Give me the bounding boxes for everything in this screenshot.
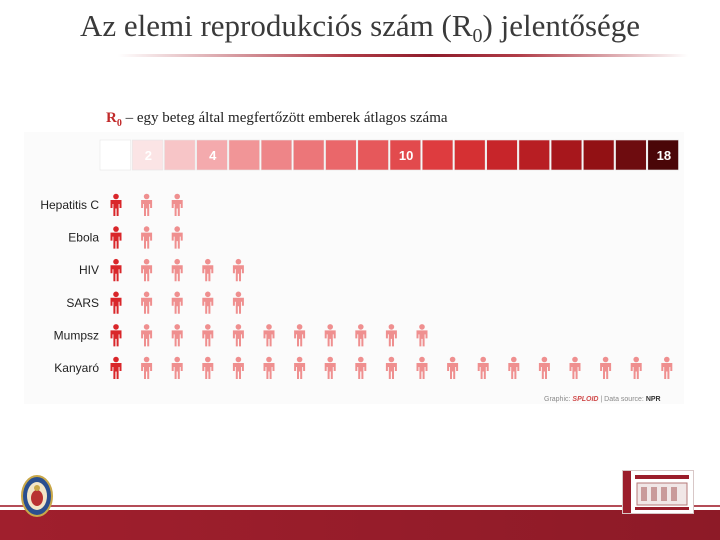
- patient-icon: [110, 226, 122, 249]
- scale-cell-13: [486, 139, 518, 171]
- scale-cell-1: [99, 139, 132, 171]
- infected-person-icon: [355, 356, 367, 379]
- title-divider: [118, 54, 688, 57]
- infected-person-icon: [202, 324, 214, 347]
- infected-person-icon: [232, 324, 244, 347]
- scale-cell-14: [518, 139, 550, 171]
- infected-person-icon: [263, 324, 275, 347]
- infected-person-icon: [385, 324, 397, 347]
- infected-person-icon: [202, 291, 214, 314]
- scale-cell-10: [389, 139, 422, 171]
- infected-person-icon: [232, 356, 244, 379]
- scale-cell-12: [454, 139, 486, 171]
- infected-person-icon: [600, 356, 612, 379]
- scale-cell-7: [293, 139, 325, 171]
- infected-person-icon: [324, 356, 336, 379]
- infected-person-icon: [141, 226, 153, 249]
- patient-icon: [110, 258, 122, 282]
- patient-icon: [110, 291, 122, 314]
- infected-person-icon: [232, 291, 244, 314]
- infected-person-icon: [508, 356, 520, 379]
- university-logo-icon: [622, 470, 694, 514]
- scale-tick-label: 2: [145, 148, 152, 163]
- chart-subtitle: R0 – egy beteg által megfertőzött embere…: [106, 110, 448, 129]
- patient-icon: [110, 324, 122, 347]
- chart-row: Ebola: [68, 226, 183, 249]
- footer-bar: [0, 510, 720, 540]
- infected-person-icon: [171, 324, 183, 347]
- chart-row: Hepatitis C: [40, 193, 183, 216]
- infected-person-icon: [202, 356, 214, 379]
- infected-person-icon: [202, 258, 214, 282]
- scale-cell-15: [550, 139, 583, 171]
- category-label: Hepatitis C: [40, 198, 99, 212]
- infected-person-icon: [538, 356, 550, 379]
- chart-row: SARS: [66, 291, 244, 314]
- infected-person-icon: [569, 356, 581, 379]
- infected-person-icon: [477, 356, 489, 379]
- infected-person-icon: [416, 356, 428, 379]
- chart-panel: [24, 132, 684, 404]
- infected-person-icon: [294, 356, 306, 379]
- category-label: HIV: [79, 263, 99, 277]
- scale-cell-8: [325, 139, 357, 171]
- scale-cell-17: [615, 139, 647, 171]
- infected-person-icon: [416, 324, 428, 347]
- chart-row: HIV: [79, 258, 244, 282]
- infected-person-icon: [630, 356, 642, 379]
- infected-person-icon: [171, 291, 183, 314]
- r0-scale-bar: 2 4 10 18: [99, 139, 679, 171]
- infected-person-icon: [385, 356, 397, 379]
- infected-person-icon: [324, 324, 336, 347]
- infected-person-icon: [171, 226, 183, 249]
- scale-cell-9: [357, 139, 389, 171]
- infected-person-icon: [263, 356, 275, 379]
- infected-person-icon: [141, 193, 153, 216]
- university-seal-icon: [21, 475, 53, 517]
- chart-credit: Graphic: SPLOID | Data source: NPR: [544, 396, 661, 403]
- infected-person-icon: [171, 258, 183, 282]
- category-label: Kanyaró: [54, 361, 99, 375]
- category-label: Mumpsz: [54, 328, 99, 342]
- scale-tick-label: 18: [657, 148, 671, 163]
- category-label: SARS: [66, 296, 99, 310]
- scale-cell-4: [196, 139, 228, 171]
- infected-person-icon: [294, 324, 306, 347]
- infected-person-icon: [661, 356, 673, 379]
- infected-person-icon: [447, 356, 459, 379]
- infected-person-icon: [141, 291, 153, 314]
- scale-cell-18: [647, 139, 679, 171]
- scale-cell-6: [260, 139, 293, 171]
- scale-cell-16: [583, 139, 615, 171]
- page-title: Az elemi reprodukciós szám (R0) jelentős…: [79, 8, 641, 47]
- scale-tick-label: 10: [399, 148, 413, 163]
- scale-cell-5: [228, 139, 260, 171]
- infected-person-icon: [141, 258, 153, 282]
- chart-row: Mumpsz: [54, 324, 428, 347]
- patient-icon: [110, 193, 122, 216]
- infected-person-icon: [171, 193, 183, 216]
- footer-line: [0, 505, 720, 507]
- scale-cell-11: [421, 139, 454, 171]
- infected-person-icon: [171, 356, 183, 379]
- r0-pictogram-chart: 2 4 10 18 Hepatitis C Ebola HIV SARS Mumpsz Kanya…: [24, 132, 684, 404]
- infected-person-icon: [232, 258, 244, 282]
- patient-icon: [110, 356, 122, 379]
- scale-tick-label: 4: [209, 148, 217, 163]
- chart-row: Kanyaró: [54, 356, 673, 379]
- scale-cell-2: [131, 139, 164, 171]
- infected-person-icon: [141, 356, 153, 379]
- category-label: Ebola: [68, 231, 99, 245]
- infected-person-icon: [355, 324, 367, 347]
- scale-cell-3: [164, 139, 196, 171]
- infected-person-icon: [141, 324, 153, 347]
